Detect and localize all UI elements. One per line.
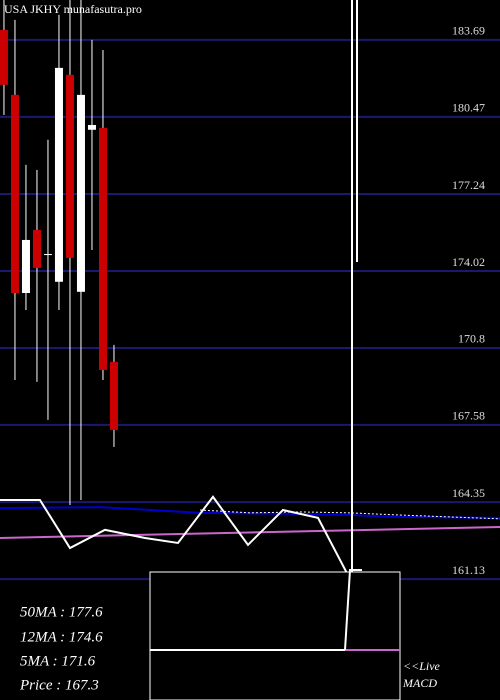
y-tick-label: 167.58 — [452, 409, 485, 423]
y-tick-label: 180.47 — [452, 101, 485, 115]
y-tick-label: 177.24 — [452, 178, 485, 192]
candle-body — [76, 94, 85, 292]
y-tick-label: 164.35 — [452, 486, 485, 500]
candle-body — [43, 254, 52, 256]
y-tick-label: 161.13 — [452, 563, 485, 577]
y-tick-label: 174.02 — [452, 255, 485, 269]
y-tick-label: 170.8 — [458, 332, 485, 346]
candle-body — [32, 229, 41, 268]
line-series — [0, 525, 500, 539]
macd-box — [149, 571, 401, 700]
chart-title: USA JKHY munafasutra.pro — [4, 2, 142, 16]
live-label: <<Live — [403, 659, 441, 673]
y-tick-label: 183.69 — [452, 24, 485, 38]
macd-connector — [344, 569, 362, 651]
candle-body — [0, 29, 8, 85]
candle-body — [54, 67, 63, 282]
candle-body — [87, 124, 96, 130]
candle-body — [65, 74, 74, 258]
macd-label: MACD — [402, 676, 437, 690]
candle-body — [109, 361, 118, 430]
stat: 50MA : 177.6 — [20, 604, 103, 620]
line-series — [199, 509, 500, 520]
line-series — [0, 495, 354, 586]
candle-body — [10, 94, 19, 294]
marks — [0, 0, 500, 586]
candle-body — [21, 239, 30, 294]
stat: 12MA : 174.6 — [20, 629, 103, 645]
candle-body — [98, 127, 107, 370]
stat: 5MA : 171.6 — [20, 653, 96, 669]
stat: Price : 167.3 — [19, 677, 99, 693]
